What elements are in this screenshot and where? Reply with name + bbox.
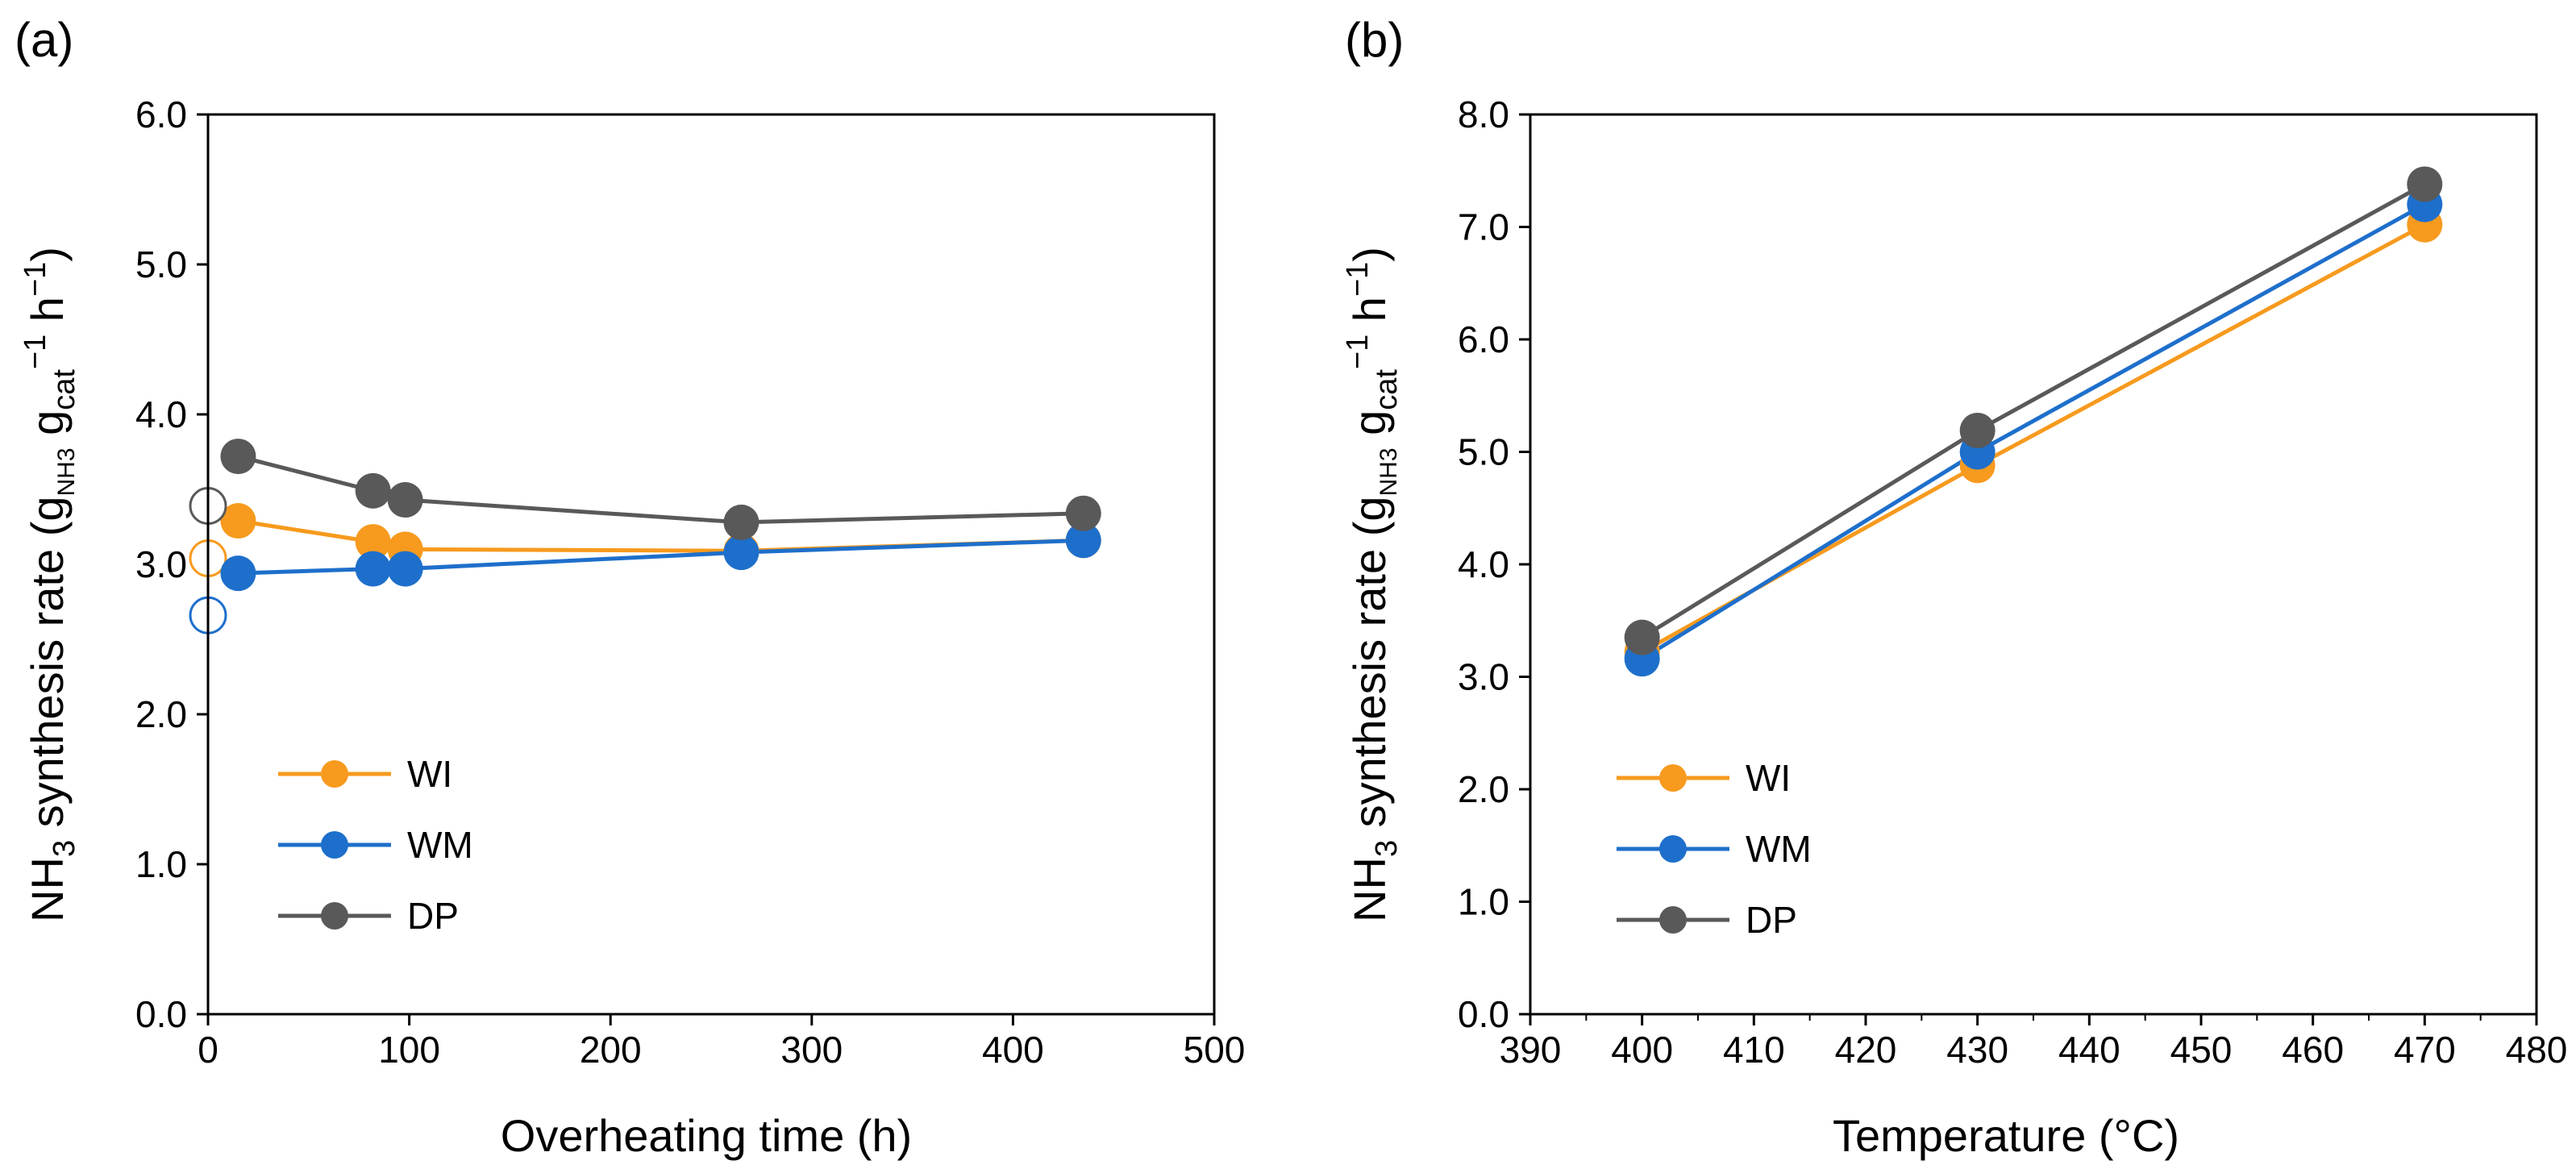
panel-a-xtick-label: 100 [378, 1029, 440, 1071]
panel-b-ylabel: NH3 synthesis rate (gNH3 gcat−1 h−1) [1341, 247, 1404, 922]
panel-a-series-wm-point [355, 551, 391, 587]
panel-a-ytick-label: 2.0 [135, 693, 187, 735]
panel-b-ytick-label: 6.0 [1458, 318, 1509, 360]
panel-b-legend-wm-label: WM [1746, 828, 1812, 870]
panel-b-plot-frame [1529, 113, 2538, 1016]
panel-b-xtick-label: 440 [2058, 1029, 2120, 1071]
panel-a-legend-wi-marker [321, 760, 348, 788]
panel-a-series-wm-point [723, 535, 759, 571]
panel-b-ytick-label: 7.0 [1458, 206, 1509, 248]
panel-b-ytick-label: 0.0 [1458, 993, 1509, 1035]
panel-b-ytick-label: 4.0 [1458, 543, 1509, 585]
panel-b-ytick-label: 1.0 [1458, 881, 1509, 923]
panel-a-series-wm-point [1065, 522, 1101, 559]
panel-b: (b) NH3 synthesis rate (gNH3 gcat−1 h−1)… [1341, 13, 2567, 1161]
panel-a-series-dp-point [220, 439, 256, 475]
panel-b-xtick-label: 420 [1835, 1029, 1897, 1071]
panel-a: (a) NH3 synthesis rate (gNH3 gcat−1 h−1)… [15, 13, 1245, 1161]
panel-a-ytick-label: 5.0 [135, 243, 187, 285]
panel-a-ytick-label: 0.0 [135, 993, 187, 1035]
panel-a-xlabel: Overheating time (h) [501, 1110, 912, 1161]
panel-a-ylabel: NH3 synthesis rate (gNH3 gcat−1 h−1) [19, 247, 81, 922]
panel-a-series-dp-point [355, 472, 391, 509]
panel-a-legend-dp-marker [321, 902, 348, 930]
panel-b-legend-dp-marker [1659, 906, 1687, 934]
panel-a-xtick-label: 300 [780, 1029, 843, 1071]
panel-a-ytick-label: 1.0 [135, 843, 187, 885]
panel-b-series [1624, 166, 2443, 677]
panel-a-label: (a) [15, 13, 73, 67]
panel-a-legend: WI WM DP [278, 753, 473, 937]
panel-a-series-wm-point [220, 555, 256, 592]
panel-a-series-wi-point [355, 524, 391, 560]
panel-b-xtick-label: 450 [2170, 1029, 2233, 1071]
panel-a-plot-frame [206, 113, 1216, 1016]
panel-b-xlabel: Temperature (°C) [1833, 1110, 2179, 1161]
panel-b-axis-ticks: 390 400 410 420 430 440 450 460 470 480 0.0 1.0 2.0 3… [1458, 94, 2567, 1071]
panel-a-xtick-label: 400 [982, 1029, 1044, 1071]
panel-b-legend-wi-marker [1659, 764, 1687, 792]
panel-b-xtick-label: 480 [2506, 1029, 2568, 1071]
panel-a-legend-wm-label: WM [407, 824, 473, 866]
panel-a-xtick-label: 500 [1184, 1029, 1246, 1071]
panel-a-series-wi-point [220, 503, 256, 539]
panel-a-legend-wm-marker [321, 831, 348, 859]
panel-b-xtick-label: 430 [1946, 1029, 2008, 1071]
panel-a-axis-ticks: 0 100 200 300 400 500 0.0 1.0 2.0 3.0 4.0 5.0 6.0 [135, 94, 1245, 1071]
panel-a-ytick-label: 3.0 [135, 543, 187, 585]
panel-a-ytick-label: 6.0 [135, 94, 187, 135]
panel-b-series-dp-line [1641, 182, 2426, 639]
panel-b-series-wm-line [1641, 202, 2426, 661]
panel-a-legend-wi-label: WI [407, 753, 452, 795]
panel-a-series-dp-point [723, 504, 759, 540]
panel-a-xtick-label: 200 [580, 1029, 642, 1071]
panel-a-series-wm-point [387, 551, 423, 587]
panel-b-xtick-label: 460 [2282, 1029, 2344, 1071]
panel-a-series-dp-point [387, 482, 423, 518]
panel-b-xtick-label: 400 [1611, 1029, 1673, 1071]
svg-text:NH3 synthesis rate (gNH3 gcat−: NH3 synthesis rate (gNH3 gcat−1 h−1) [19, 247, 81, 922]
panel-b-xtick-label: 390 [1500, 1029, 1562, 1071]
panel-b-xtick-label: 470 [2394, 1029, 2456, 1071]
panel-b-series-dp-point [2407, 166, 2443, 202]
panel-a-xtick-label: 0 [198, 1029, 218, 1071]
panel-a-series-dp-point [1065, 495, 1101, 531]
panel-a-legend-dp-label: DP [407, 895, 459, 937]
panel-b-ytick-label: 5.0 [1458, 431, 1509, 473]
panel-b-legend-dp-label: DP [1746, 899, 1797, 941]
panel-b-ytick-label: 3.0 [1458, 656, 1509, 698]
panel-b-series-dp-point [1624, 619, 1660, 655]
panel-b-ytick-label: 2.0 [1458, 768, 1509, 810]
panel-b-legend-wm-marker [1659, 835, 1687, 863]
panel-b-legend: WI WM DP [1617, 757, 1812, 941]
panel-a-series [189, 439, 1101, 634]
panel-a-ytick-label: 4.0 [135, 393, 187, 435]
panel-b-ytick-label: 8.0 [1458, 94, 1509, 135]
panel-b-xtick-label: 410 [1723, 1029, 1785, 1071]
panel-b-label: (b) [1345, 13, 1404, 67]
panel-b-legend-wi-label: WI [1746, 757, 1791, 799]
svg-text:NH3 synthesis rate (gNH3 gcat−: NH3 synthesis rate (gNH3 gcat−1 h−1) [1341, 247, 1404, 922]
panel-b-series-dp-point [1959, 412, 1995, 448]
